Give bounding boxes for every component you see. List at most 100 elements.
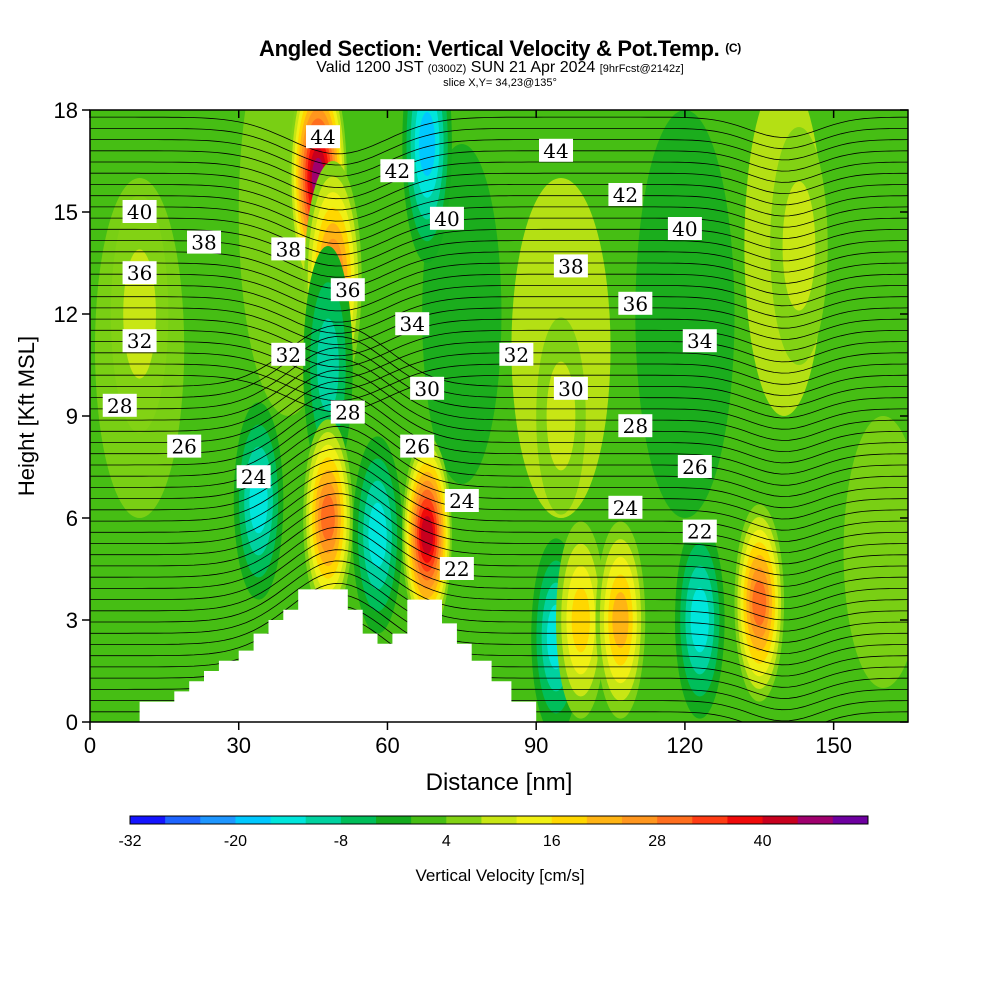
contour-label-text: 24: [241, 465, 266, 489]
isentrope-line: [90, 296, 908, 334]
contour-label: 44: [306, 125, 341, 149]
contour-label: 32: [499, 342, 534, 367]
isentrope-line: [90, 437, 908, 520]
isentrope-line: [90, 425, 908, 509]
field-feature-downdraft: [690, 587, 709, 653]
isentrope-line: [90, 217, 908, 256]
field-band: [843, 416, 908, 688]
field-feature-downdraft: [368, 502, 387, 568]
subtitle-utc: (0300Z): [427, 63, 467, 75]
isentrope-line: [90, 116, 908, 155]
contour-label-box: [102, 393, 137, 417]
isentrope-line: [90, 504, 908, 587]
contour-label-text: 24: [613, 496, 638, 520]
isentrope-line: [90, 347, 908, 430]
isentrope-line: [90, 560, 908, 643]
isentrope-line: [90, 318, 908, 357]
contour-label-text: 22: [687, 520, 712, 544]
contour-label-box: [410, 376, 445, 400]
contour-label: 44: [539, 138, 574, 163]
field-feature-updraft: [782, 181, 816, 311]
colorbar-swatch: [376, 816, 412, 824]
contour-label: 22: [439, 557, 474, 581]
contour-label-text: 44: [310, 125, 335, 149]
contour-label-text: 36: [127, 261, 152, 285]
contour-label: 40: [667, 217, 702, 241]
colorbar-swatch: [622, 816, 658, 824]
contour-label: 22: [682, 519, 717, 544]
contour-label-box: [608, 495, 643, 519]
field-feature-updraft: [571, 587, 590, 653]
isentrope-line: [90, 448, 908, 531]
terrain-mask: [90, 589, 537, 722]
isentrope-line: [90, 161, 908, 200]
isentrope-line: [90, 262, 908, 301]
contour-label: 28: [330, 400, 365, 425]
contour-label-text: 26: [404, 435, 429, 459]
contour-label-text: 42: [385, 159, 410, 183]
contour-label: 32: [271, 342, 306, 367]
isentrope-line: [90, 251, 908, 289]
contour-label: 32: [122, 329, 157, 353]
contour-label: 38: [271, 237, 306, 261]
slice-label: slice X,Y= 34,23@135°: [443, 77, 557, 89]
isentrope-line: [90, 341, 908, 379]
isentrope-line: [90, 336, 908, 419]
isentrope-line: [90, 139, 908, 177]
colorbar-swatch: [762, 816, 799, 824]
colorbar-tick-label: -20: [224, 833, 247, 850]
colorbar-swatch: [446, 816, 482, 824]
contour-label-text: 34: [400, 312, 425, 336]
isentrope-line: [90, 470, 908, 554]
contour-label-box: [553, 254, 588, 278]
subtitle-date: SUN 21 Apr 2024: [470, 59, 596, 76]
isentrope-line: [90, 352, 908, 390]
contour-label-box: [539, 138, 574, 162]
contour-label: 34: [395, 312, 430, 336]
field-feature-updraft: [421, 515, 434, 555]
contour-label: 28: [102, 393, 137, 418]
contour-label-box: [618, 291, 653, 315]
isentrope-line: [90, 459, 908, 542]
colorbar-swatch: [727, 816, 764, 824]
contour-label: 28: [618, 414, 653, 438]
contour-label-box: [499, 342, 534, 366]
contour-label-box: [395, 312, 430, 336]
contour-labels: 44 42 40 38 36 34 32 30 28 26 24 22 40 38 36 32 28 26 24 44…: [102, 125, 717, 581]
colorbar-swatch: [270, 816, 307, 824]
contour-label-text: 40: [127, 200, 152, 224]
contour-label: 40: [429, 206, 464, 231]
contour-label: 38: [187, 230, 222, 255]
colorbar: -32 -20 -8 4 16 28 40 Vertical Velocity [cm/s]: [118, 815, 869, 885]
isentrope-line: [90, 403, 908, 486]
contour-label-box: [122, 261, 157, 285]
x-tick-label: 150: [815, 733, 852, 758]
contour-label: 30: [410, 376, 445, 401]
x-tick-label: 60: [375, 733, 399, 758]
isentrope-line: [90, 307, 908, 346]
isentrope-line: [90, 549, 908, 632]
chart-title: Angled Section: Vertical Velocity & Pot.…: [0, 36, 1000, 62]
contour-label: 24: [444, 489, 479, 513]
contour-label: 24: [608, 495, 643, 520]
contour-label-box: [682, 329, 717, 353]
title-tag: (C): [725, 41, 741, 55]
x-tick-label: 30: [226, 733, 250, 758]
isentrope-line: [90, 515, 908, 598]
field-feature-updraft: [321, 495, 335, 541]
contour-label-text: 28: [335, 401, 360, 425]
contour-label: 42: [608, 183, 643, 207]
contour-label-text: 38: [558, 254, 583, 278]
contour-label: 34: [682, 329, 717, 353]
x-tick-label: 0: [84, 733, 96, 758]
isentrope-line: [90, 481, 908, 565]
contour-label-text: 38: [276, 237, 301, 261]
contour-label-box: [439, 557, 474, 580]
colorbar-tick-label: -32: [118, 833, 141, 850]
colorbar-swatch: [586, 816, 623, 824]
chart-subtitle: Valid 1200 JST (0300Z) SUN 21 Apr 2024 […: [0, 59, 1000, 77]
contour-label-box: [187, 230, 222, 254]
colorbar-swatch: [130, 816, 166, 824]
colorbar-swatch: [832, 816, 869, 824]
isentrope-line: [90, 582, 908, 666]
